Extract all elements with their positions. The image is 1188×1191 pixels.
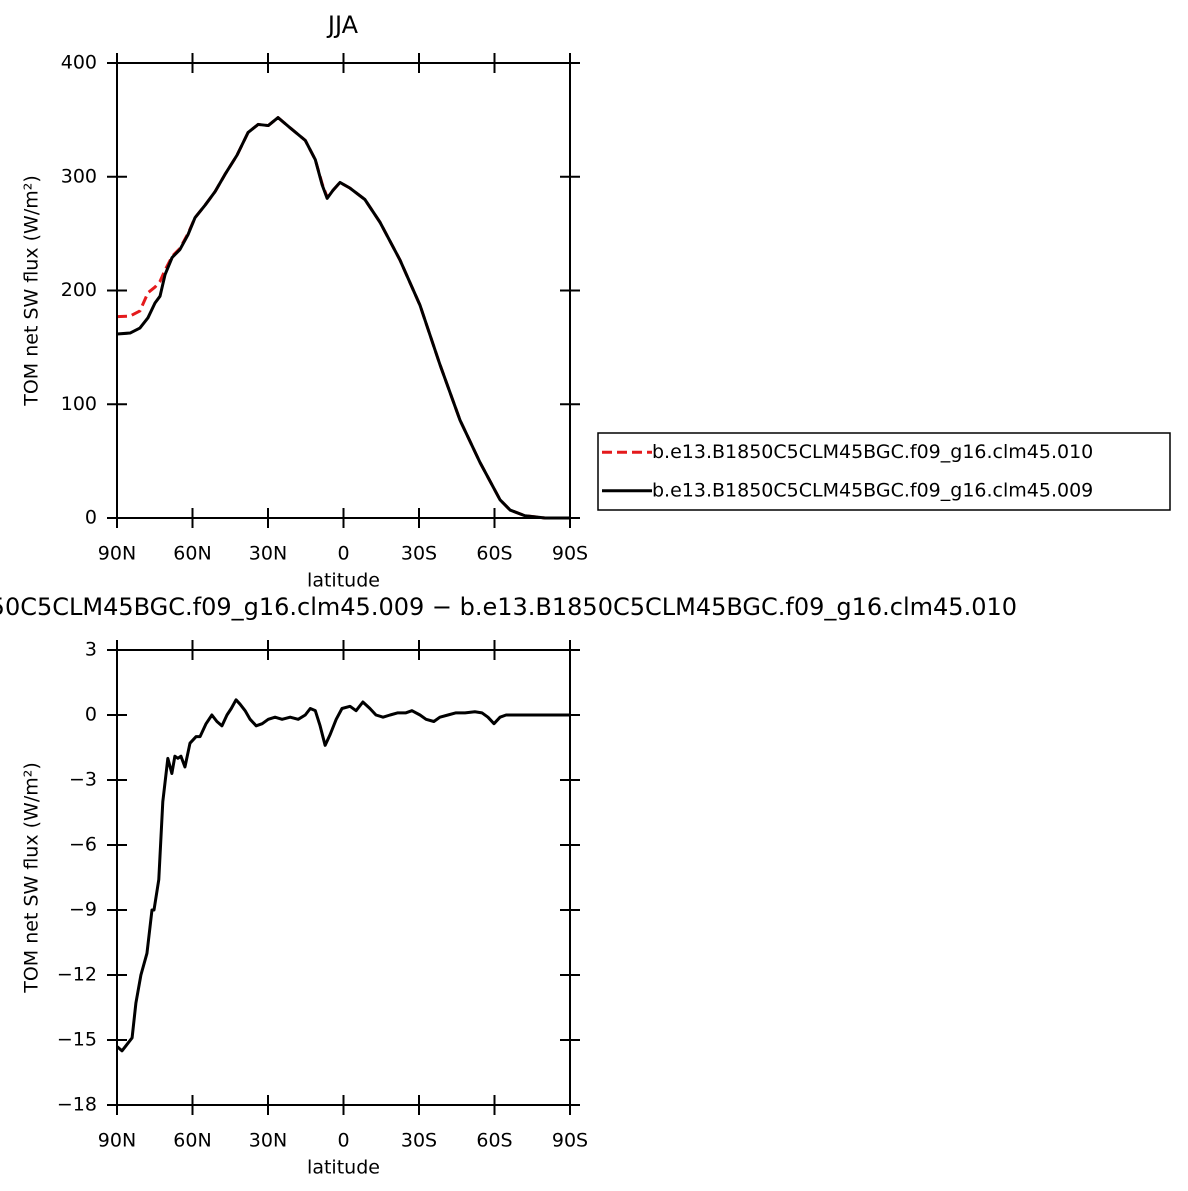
x-tick-label: 60S bbox=[476, 543, 512, 565]
y-tick-label: −3 bbox=[69, 769, 97, 791]
x-tick-label: 90N bbox=[98, 1130, 136, 1152]
y-tick-label: −12 bbox=[57, 964, 97, 986]
y-axis-label: TOM net SW flux (W/m²) bbox=[21, 175, 43, 407]
legend-box bbox=[597, 432, 1171, 511]
y-tick-label: −6 bbox=[69, 834, 97, 856]
x-tick-label: 90S bbox=[552, 543, 588, 565]
x-tick-label: 60N bbox=[173, 1130, 211, 1152]
y-tick-label: 0 bbox=[85, 507, 97, 529]
series-line bbox=[116, 116, 570, 520]
x-tick-label: 90N bbox=[98, 543, 136, 565]
x-axis-label: latitude bbox=[307, 570, 380, 592]
plot-frame bbox=[116, 649, 571, 1106]
x-tick-label: 0 bbox=[337, 543, 349, 565]
y-tick-label: −18 bbox=[57, 1094, 97, 1116]
x-tick-label: 90S bbox=[552, 1130, 588, 1152]
legend-label: b.e13.B1850C5CLM45BGC.f09_g16.clm45.010 bbox=[652, 441, 1093, 463]
y-axis-label: TOM net SW flux (W/m²) bbox=[21, 762, 43, 994]
plot-frame bbox=[116, 62, 571, 519]
x-tick-label: 60S bbox=[476, 1130, 512, 1152]
chart-title: b.e13.B1850C5CLM45BGC.f09_g16.clm45.009 … bbox=[0, 593, 1017, 621]
x-tick-label: 30N bbox=[249, 1130, 287, 1152]
x-tick-label: 60N bbox=[173, 543, 211, 565]
y-tick-label: 3 bbox=[85, 639, 97, 661]
y-tick-label: 0 bbox=[85, 704, 97, 726]
y-tick-label: 100 bbox=[61, 393, 97, 415]
x-tick-label: 0 bbox=[337, 1130, 349, 1152]
y-tick-label: −15 bbox=[57, 1029, 97, 1051]
x-tick-label: 30S bbox=[401, 543, 437, 565]
y-tick-label: 400 bbox=[61, 52, 97, 74]
legend-label: b.e13.B1850C5CLM45BGC.f09_g16.clm45.009 bbox=[652, 479, 1093, 501]
chart-title: JJA bbox=[326, 11, 359, 39]
series-line bbox=[116, 698, 570, 1053]
y-tick-label: 200 bbox=[61, 279, 97, 301]
x-axis-label: latitude bbox=[307, 1157, 380, 1179]
series-line bbox=[116, 116, 570, 520]
y-tick-label: −9 bbox=[69, 899, 97, 921]
y-tick-label: 300 bbox=[61, 165, 97, 187]
x-tick-label: 30N bbox=[249, 543, 287, 565]
x-tick-label: 30S bbox=[401, 1130, 437, 1152]
